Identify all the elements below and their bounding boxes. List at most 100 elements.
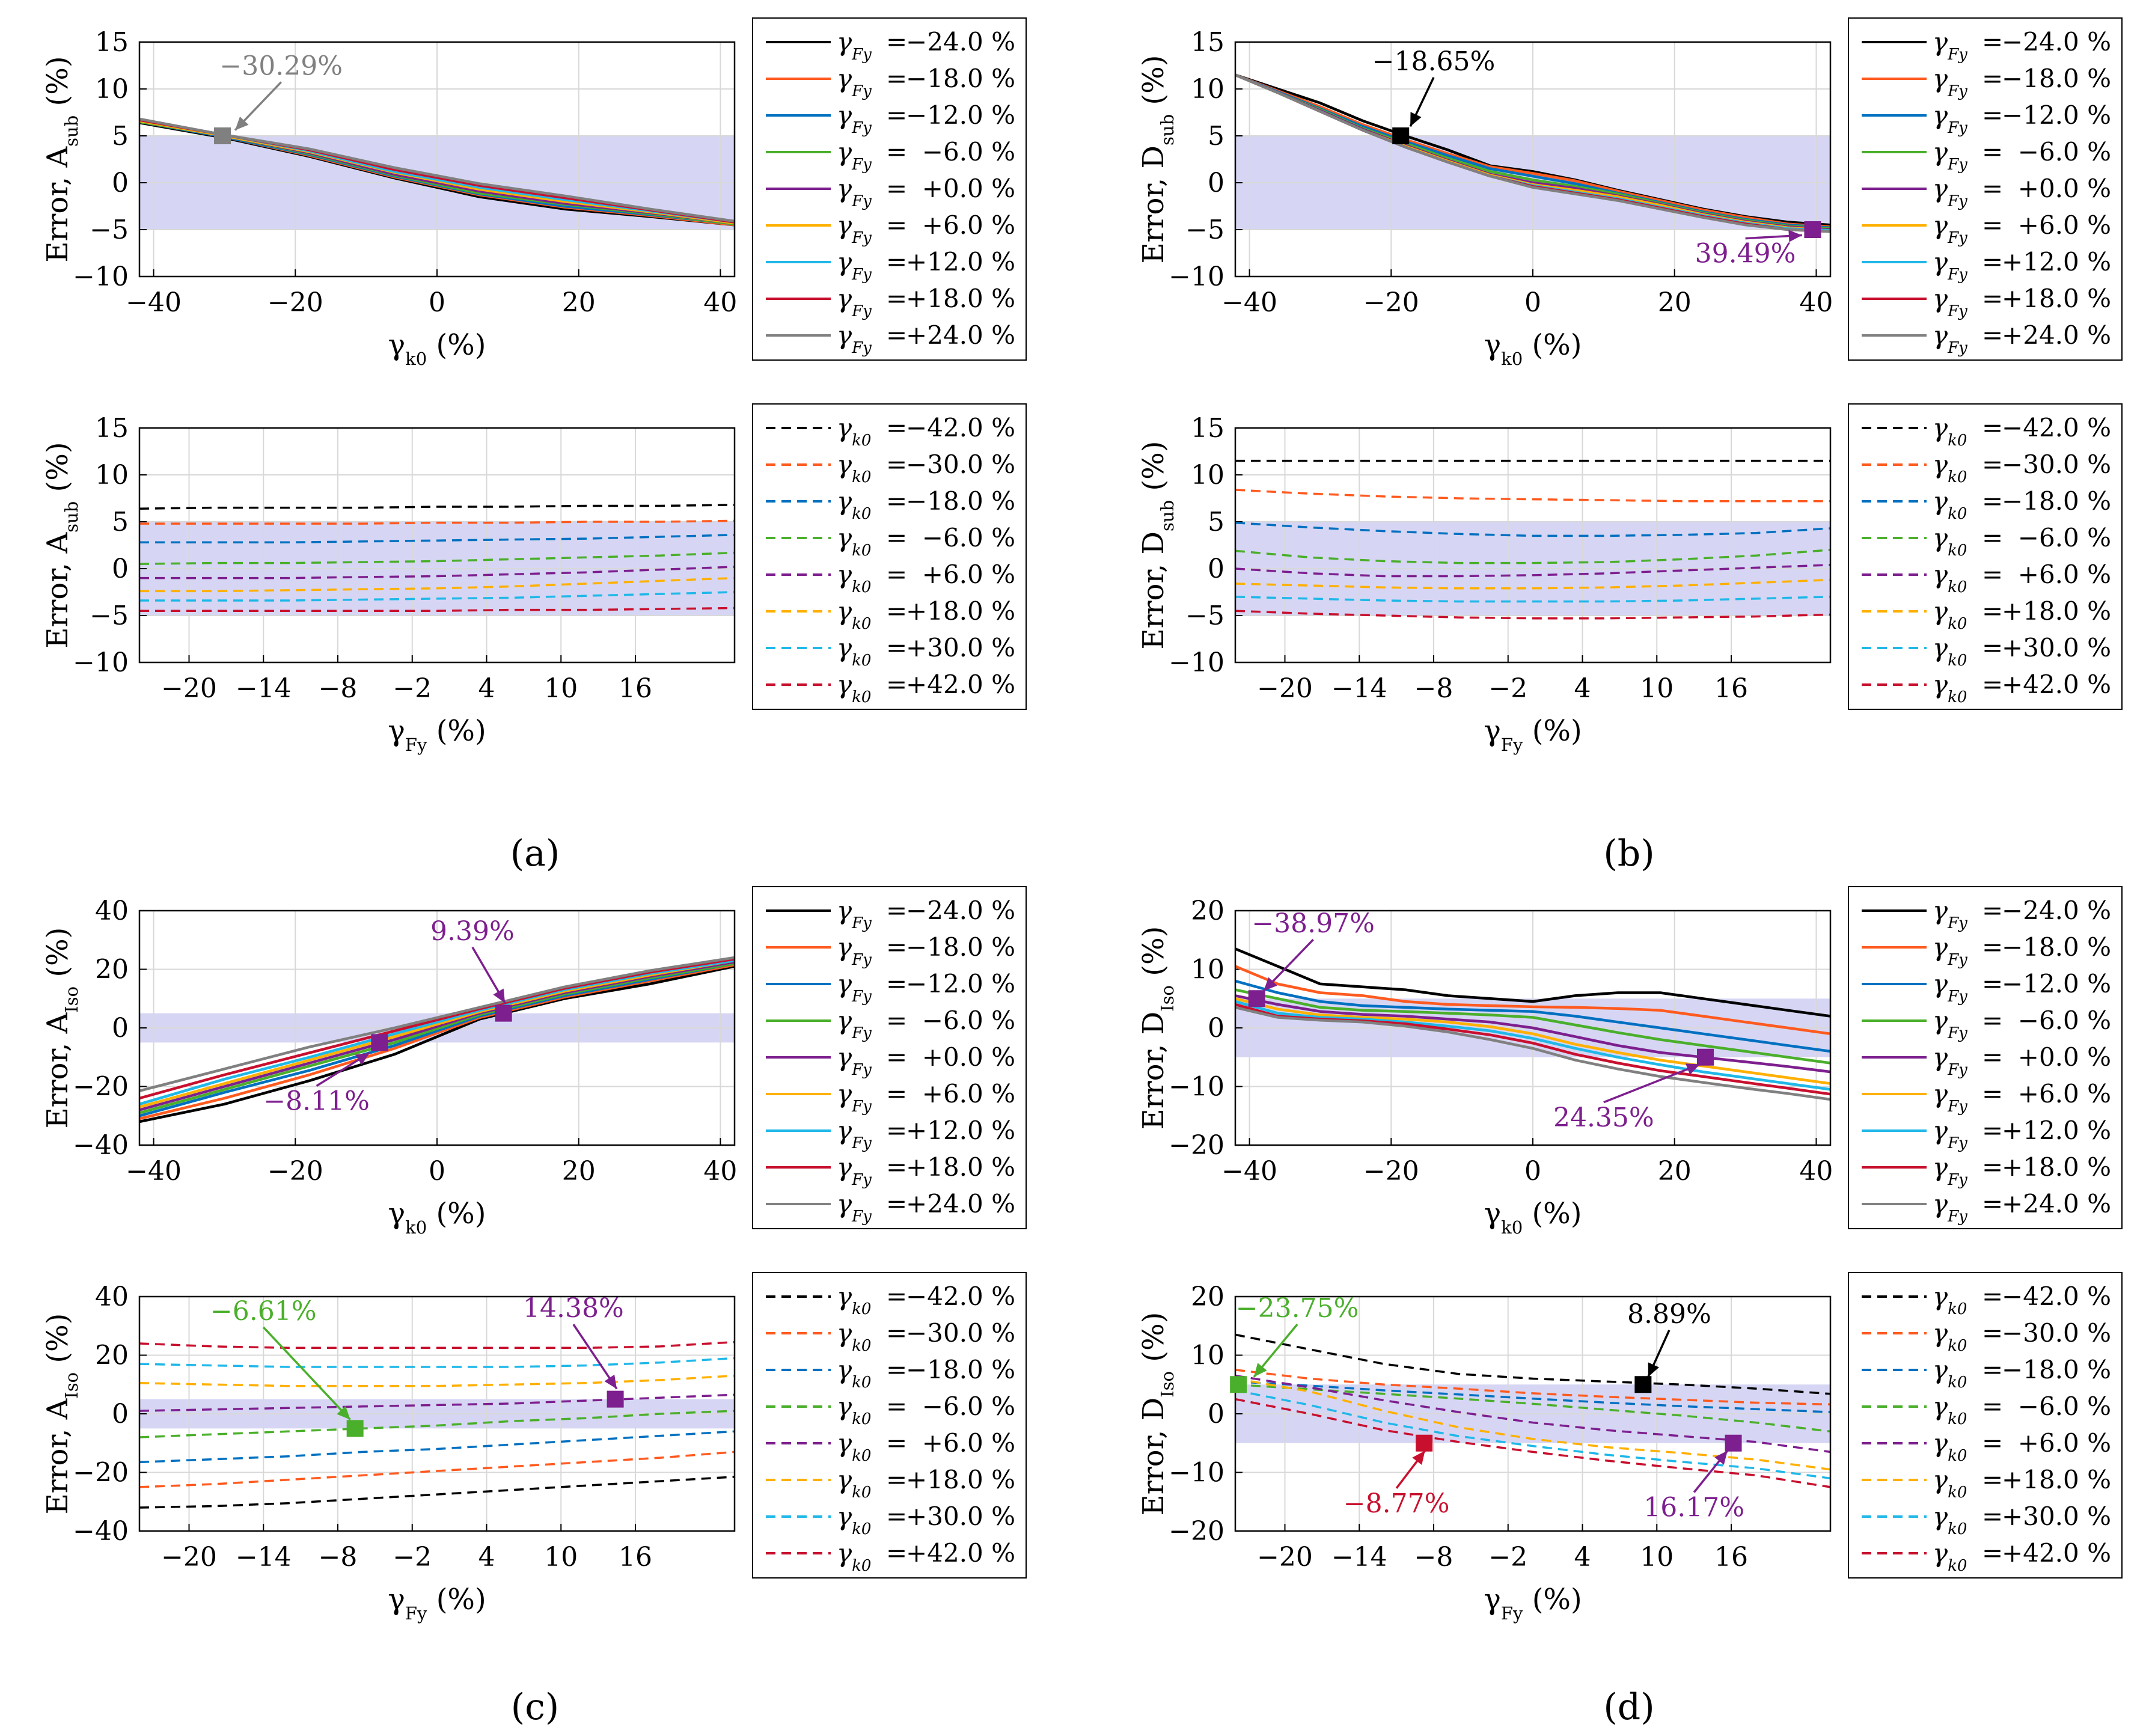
legend-entry: −6.0 % [2018, 1006, 2111, 1035]
x-axis-label: γk0 (%) [1484, 328, 1582, 369]
y-tick-label: 10 [95, 460, 129, 491]
legend-equals: = [886, 27, 907, 57]
legend: γk0 =−42.0 %γk0 =−30.0 %γk0 =−18.0 %γk0 = −6.… [752, 1272, 1027, 1579]
legend-symbol: γk0 [837, 1465, 871, 1502]
legend-symbol: γk0 [1933, 413, 1967, 450]
panel-label-c: (c) [511, 1686, 559, 1728]
legend-symbol: γFy [1933, 1152, 1967, 1189]
legend-equals: = [886, 247, 907, 277]
annotation-marker [1230, 1376, 1247, 1393]
x-axis-label: γFy (%) [388, 1583, 486, 1624]
legend-symbol: γFy [1933, 320, 1967, 357]
legend-entry: −12.0 % [906, 100, 1015, 130]
legend-equals: = [886, 1318, 907, 1348]
x-tick-label: −8 [319, 673, 358, 704]
legend-symbol: γk0 [837, 1355, 871, 1392]
legend-symbol: γk0 [1933, 450, 1967, 486]
annotation-marker [1392, 127, 1410, 144]
y-tick-label: 10 [1191, 460, 1224, 491]
legend-equals: = [886, 596, 907, 626]
legend-symbol: γk0 [837, 1428, 871, 1465]
legend-equals: = [886, 1042, 907, 1072]
legend-equals: = [886, 174, 907, 203]
plot-frame [138, 1295, 736, 1532]
legend-symbol: γFy [1933, 247, 1967, 284]
legend-symbol: γFy [837, 64, 872, 100]
legend-entry: −18.0 % [2002, 486, 2111, 516]
legend-symbol: γk0 [1933, 486, 1967, 523]
legend-equals: = [886, 100, 907, 130]
legend-symbol: γk0 [1933, 523, 1967, 560]
legend-symbol: γk0 [1933, 596, 1967, 633]
annotation-arrowhead [337, 1405, 350, 1420]
legend-box [1848, 1272, 2123, 1579]
series-line [1235, 1389, 1831, 1480]
series-line [139, 1340, 735, 1349]
annotation-label: 16.17% [1643, 1493, 1744, 1523]
x-tick-label: −40 [126, 1156, 182, 1187]
x-tick-label: 0 [1524, 287, 1541, 318]
y-tick-label: 0 [1208, 168, 1224, 198]
legend-equals: = [1982, 1116, 2003, 1145]
legend-symbol: γFy [1933, 1189, 1967, 1226]
legend-equals: = [1982, 633, 2003, 662]
legend-equals: = [886, 932, 907, 962]
legend-entry: −24.0 % [906, 896, 1015, 925]
x-tick-label: −14 [1331, 1542, 1387, 1572]
annotation-label: −23.75% [1236, 1293, 1359, 1324]
legend-equals: = [1982, 896, 2003, 925]
legend-entry: −6.0 % [922, 1006, 1015, 1035]
legend-symbol: γFy [1933, 174, 1967, 210]
legend-symbol: γFy [1933, 969, 1967, 1006]
x-tick-label: −2 [393, 673, 432, 704]
x-tick-label: 4 [478, 673, 495, 704]
y-tick-label: 20 [1191, 896, 1224, 926]
x-tick-label: −20 [267, 287, 323, 318]
legend-symbol: γFy [837, 1006, 872, 1042]
y-tick-label: −10 [1169, 1458, 1224, 1488]
x-tick-label: 4 [1574, 673, 1591, 704]
legend-equals: = [886, 896, 907, 925]
y-tick-label: 20 [95, 955, 129, 985]
legend-symbol: γFy [837, 1042, 872, 1079]
series-line [1235, 1398, 1831, 1488]
legend-box [752, 886, 1027, 1229]
legend-entry: −42.0 % [2002, 1282, 2111, 1311]
legend-entry: −6.0 % [922, 137, 1015, 167]
y-tick-label: 40 [95, 896, 129, 926]
legend-equals: = [886, 64, 907, 93]
legend-symbol: γk0 [837, 1282, 871, 1318]
legend-equals: = [886, 1502, 907, 1531]
y-tick-label: 0 [1208, 1013, 1224, 1044]
legend-equals: = [886, 450, 907, 479]
x-tick-label: 20 [1658, 287, 1692, 318]
legend: γFy =−24.0 %γFy =−18.0 %γFy =−12.0 %γFy = −6.… [752, 17, 1027, 361]
series-line [139, 591, 735, 602]
y-tick-label: 10 [1191, 1340, 1224, 1371]
series-line [139, 962, 735, 1117]
legend-entry: −42.0 % [906, 1282, 1015, 1311]
legend-entry: +0.0 % [2018, 174, 2111, 203]
series-line [139, 961, 735, 1111]
x-tick-label: −20 [161, 673, 217, 704]
y-tick-label: 15 [1191, 27, 1224, 58]
legend-entry: +6.0 % [2018, 1079, 2111, 1108]
legend-equals: = [1982, 932, 2003, 962]
legend-entry: −6.0 % [2018, 1392, 2111, 1421]
legend-entry: −6.0 % [922, 523, 1015, 552]
annotation-arrowhead [1412, 1450, 1425, 1465]
legend-symbol: γk0 [1933, 1392, 1967, 1428]
y-tick-label: 5 [1208, 507, 1224, 537]
legend-equals: = [886, 670, 907, 699]
legend: γFy =−24.0 %γFy =−18.0 %γFy =−12.0 %γFy = −6.… [1848, 886, 2123, 1229]
annotation-label: 9.39% [430, 916, 515, 947]
legend-symbol: γk0 [837, 1502, 871, 1538]
annotation-label: −18.65% [1372, 46, 1496, 77]
legend-equals: = [1982, 1006, 2003, 1035]
legend-entry: +6.0 % [922, 1428, 1015, 1458]
legend-equals: = [886, 1428, 907, 1458]
legend-entry: +18.0 % [906, 1465, 1015, 1494]
y-tick-label: 0 [112, 1399, 129, 1429]
